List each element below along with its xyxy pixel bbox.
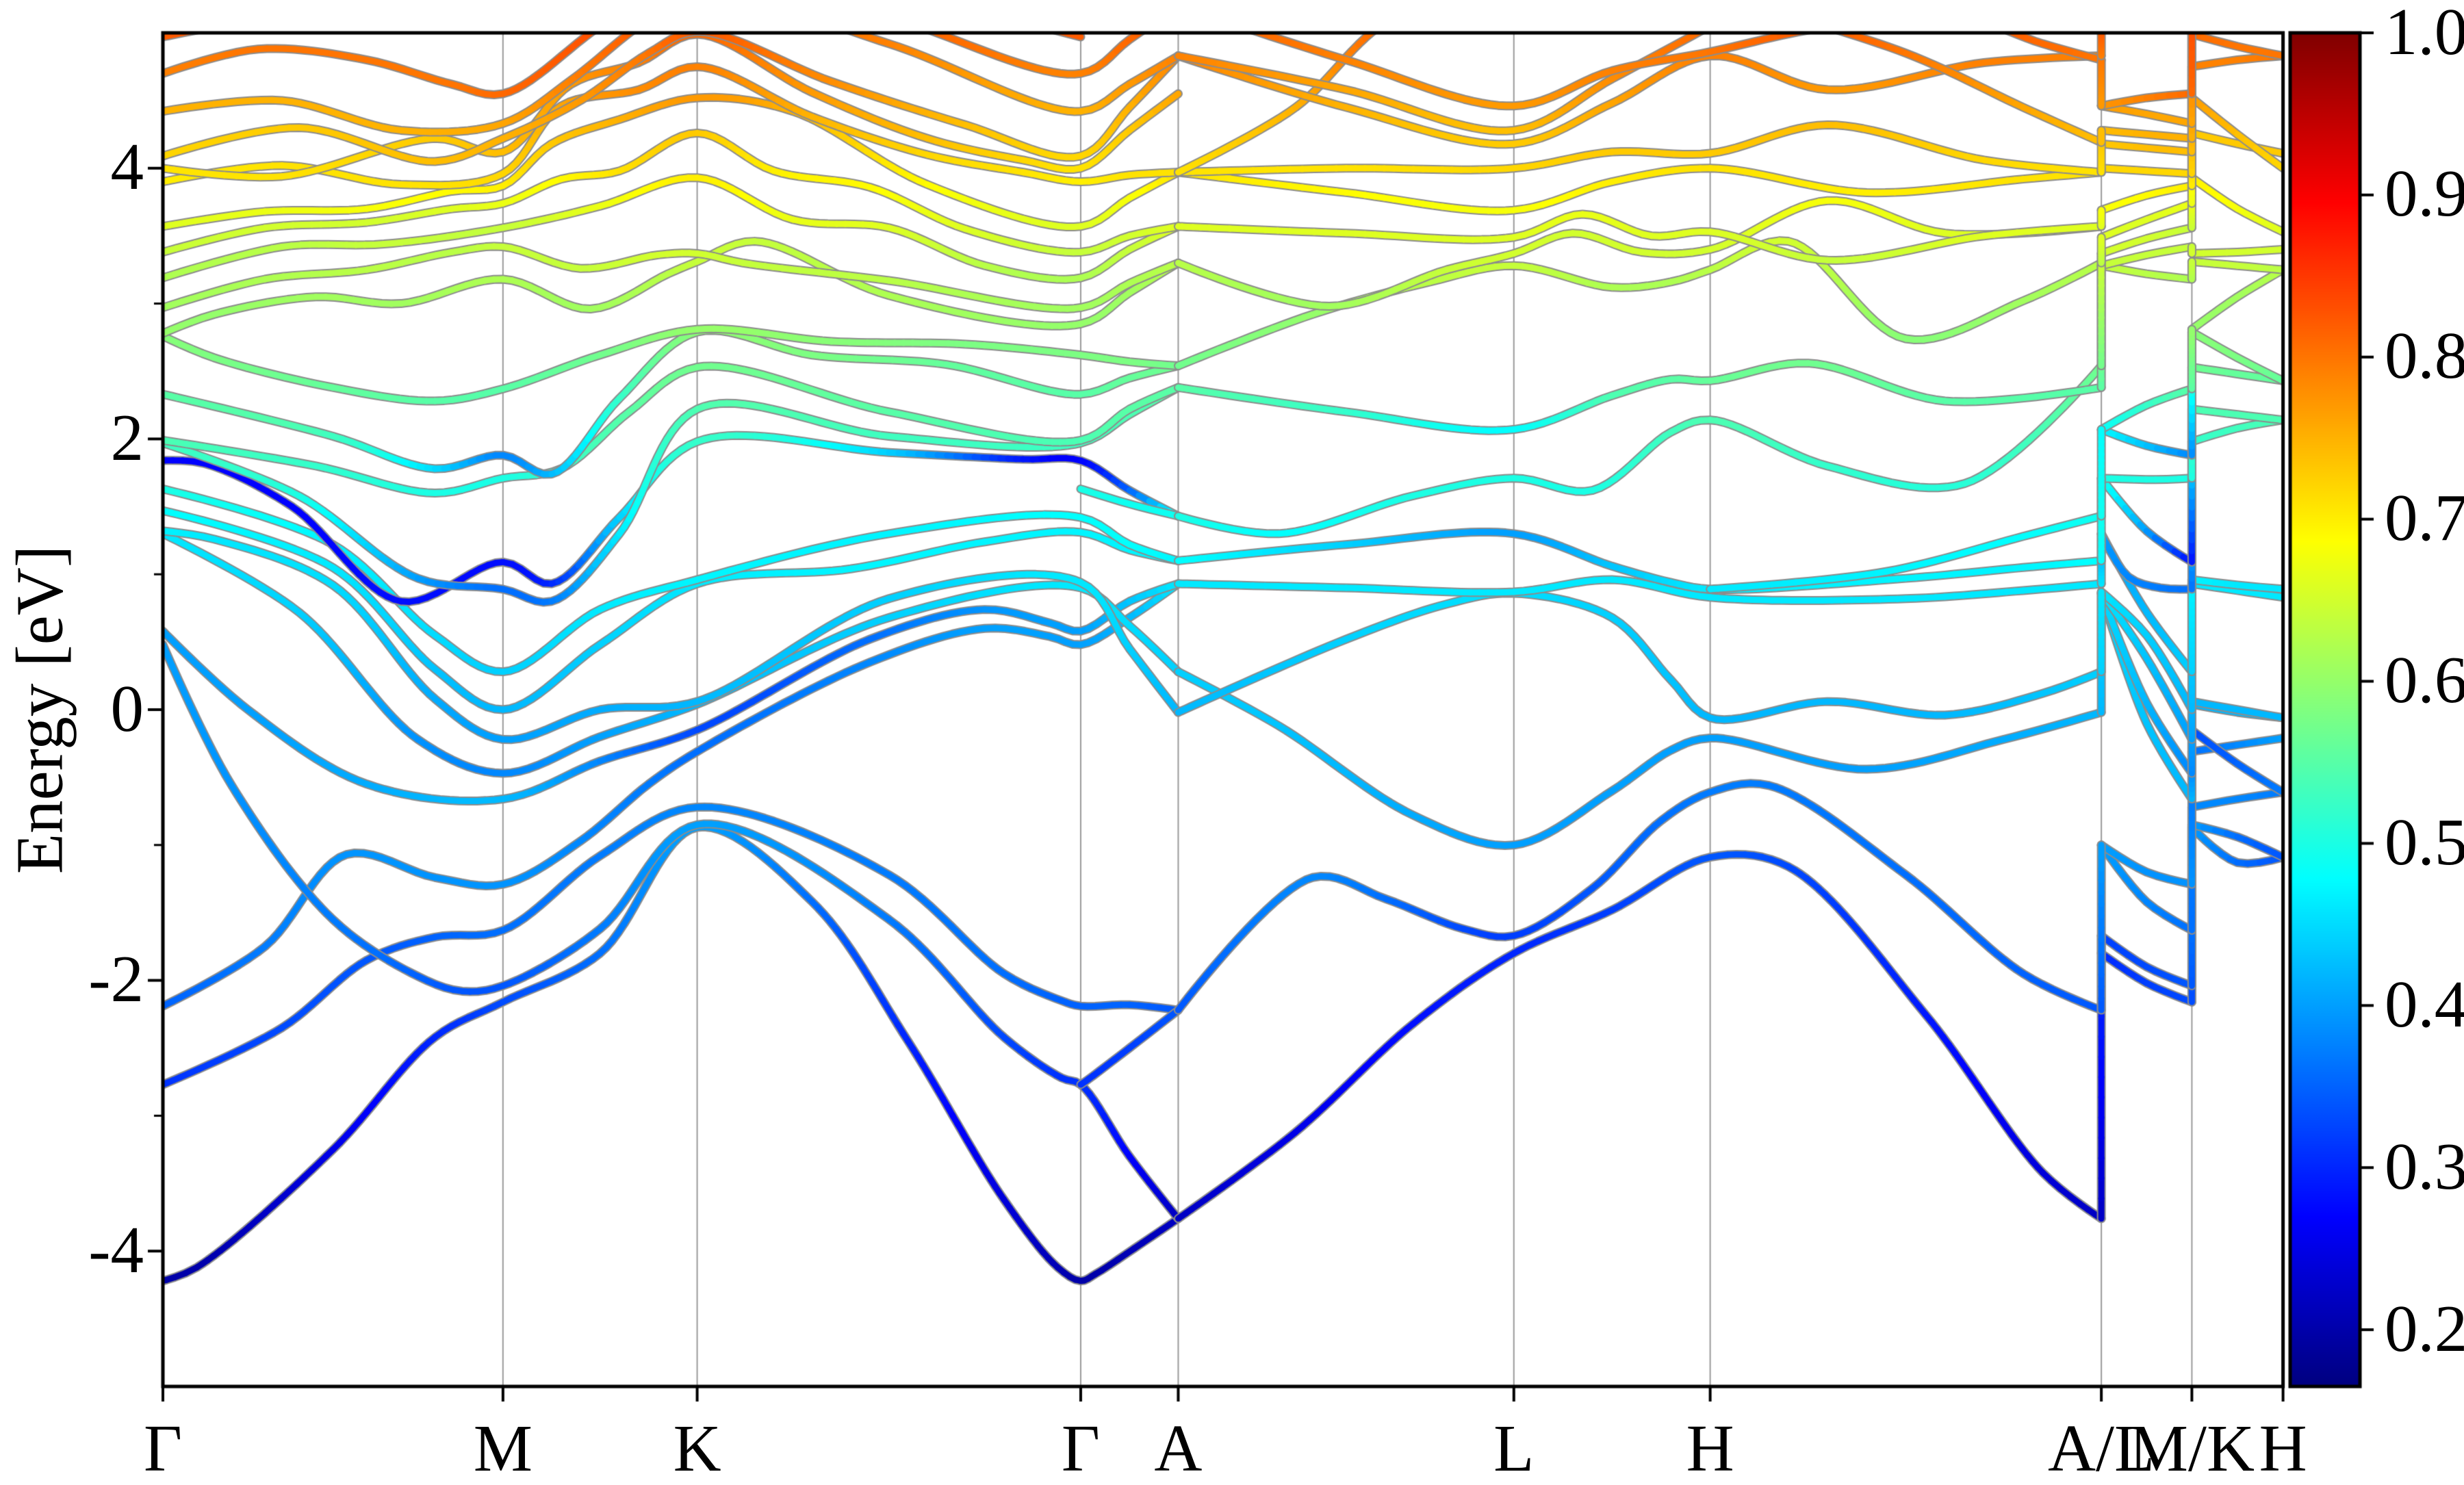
colorbar-tick-label-09: 0.9 — [2385, 157, 2464, 231]
colorbar-tick-label-07: 0.7 — [2385, 481, 2464, 555]
colorbar-tick-label-05: 0.5 — [2385, 805, 2464, 879]
y-tick-label-4: 4 — [110, 130, 144, 204]
kpoint-label-gamma1: Γ — [143, 1412, 183, 1485]
kpoint-label-mk: M/K — [2129, 1412, 2255, 1485]
colorbar-tick-label-04: 0.4 — [2385, 967, 2464, 1041]
kpoint-label-m: M — [473, 1412, 532, 1485]
kpoint-label-l: L — [1493, 1412, 1535, 1485]
kpoint-label-h2: H — [2259, 1412, 2307, 1485]
colorbar-tick-label-10: 1.0 — [2385, 0, 2464, 68]
kpoint-label-a: A — [1154, 1412, 1203, 1485]
y-tick-label--2: -2 — [88, 942, 144, 1016]
y-tick-label--4: -4 — [88, 1213, 144, 1287]
kpoint-label-gamma2: Γ — [1061, 1412, 1100, 1485]
colorbar-tick-label-06: 0.6 — [2385, 643, 2464, 717]
kpoint-label-al: A/L — [2047, 1412, 2155, 1485]
y-tick-label-0: 0 — [110, 671, 144, 745]
colorbar-tick-label-02: 0.2 — [2385, 1291, 2464, 1365]
colorbar-tick-label-08: 0.8 — [2385, 319, 2464, 393]
kpoint-label-h: H — [1686, 1412, 1734, 1485]
y-tick-label-2: 2 — [110, 400, 144, 474]
kpoint-label-k: K — [673, 1412, 721, 1485]
colorbar-tick-label-03: 0.3 — [2385, 1129, 2464, 1203]
